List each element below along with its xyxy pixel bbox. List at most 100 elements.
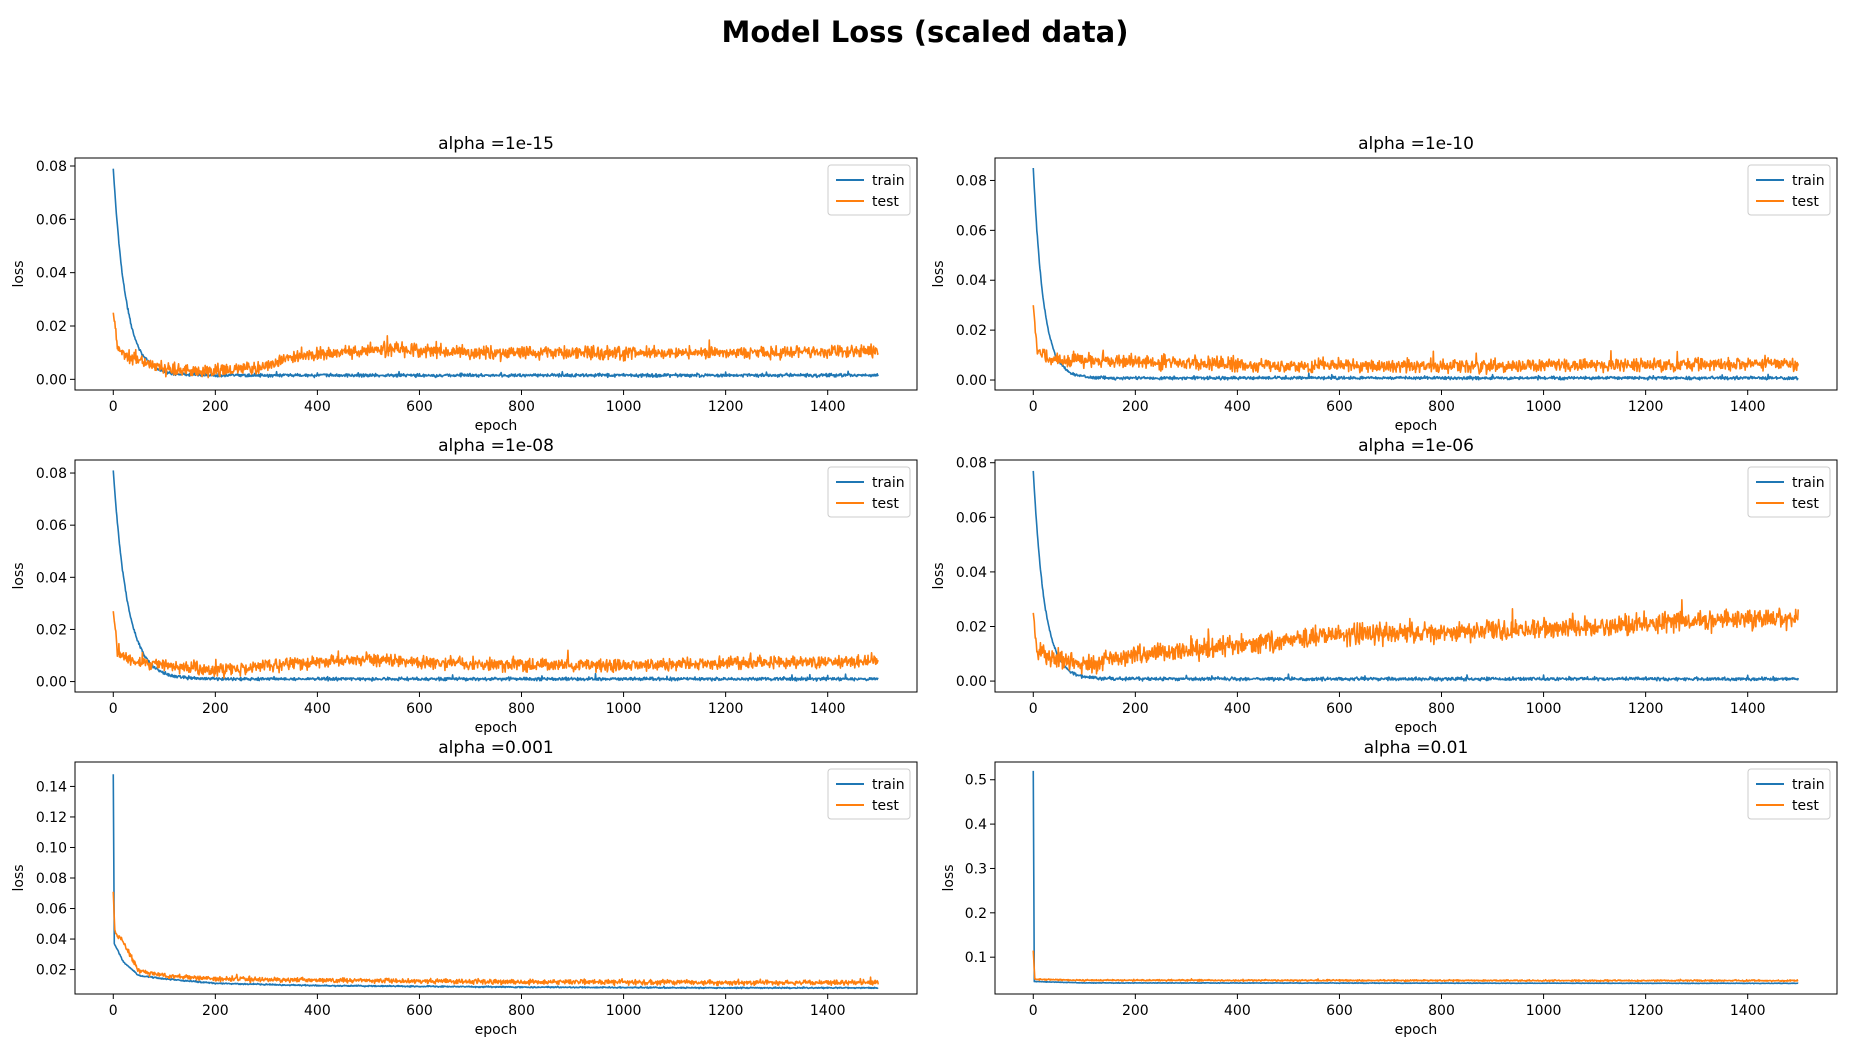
plot-area: [1032, 770, 1799, 985]
series-line-test: [112, 611, 879, 679]
legend: train test: [1747, 466, 1831, 518]
x-tick-label: 1200: [1628, 399, 1664, 415]
y-tick-label: 0.00: [36, 675, 67, 691]
x-tick-label: 1400: [810, 399, 846, 415]
legend: train test: [827, 768, 911, 820]
series-line-test: [112, 312, 879, 379]
series-line-train: [1032, 470, 1799, 682]
axes-frame: [994, 157, 1838, 391]
series-line-train: [112, 168, 879, 379]
y-tick-label: 0.02: [956, 619, 987, 635]
y-tick-label: 0.04: [956, 273, 987, 289]
x-tick-label: 200: [1122, 1003, 1149, 1019]
y-axis-label: loss: [931, 562, 947, 589]
axes-frame: [994, 459, 1838, 693]
x-tick-label: 1200: [708, 1003, 744, 1019]
x-axis-label: epoch: [1395, 1022, 1438, 1038]
legend-box: [1747, 164, 1831, 216]
x-tick-label: 1200: [1628, 701, 1664, 717]
subplot-title: alpha =1e-10: [1358, 134, 1474, 154]
x-tick-label: 1000: [606, 399, 642, 415]
x-tick-label: 1400: [1730, 701, 1766, 717]
x-tick-label: 400: [304, 1003, 331, 1019]
y-tick-label: 0.02: [36, 622, 67, 638]
y-tick-label: 0.08: [36, 159, 67, 175]
x-tick-label: 400: [1224, 399, 1251, 415]
legend-label-test: test: [1792, 496, 1819, 512]
series-line-test: [1032, 305, 1800, 376]
legend-label-train: train: [872, 475, 905, 491]
figure-title: Model Loss (scaled data): [721, 15, 1128, 49]
x-tick-label: 1000: [1526, 399, 1562, 415]
series-line-test: [1032, 950, 1799, 983]
x-tick-label: 0: [109, 701, 118, 717]
axes-frame: [994, 761, 1838, 995]
legend-box: [1747, 768, 1831, 820]
y-tick-label: 0.08: [36, 871, 67, 887]
y-tick-label: 0.1: [965, 950, 987, 966]
legend-label-test: test: [872, 798, 899, 814]
series-line-test: [112, 891, 880, 987]
x-axis-label: epoch: [1395, 720, 1438, 736]
legend-label-test: test: [1792, 194, 1819, 210]
subplot-title: alpha =1e-08: [438, 436, 554, 456]
y-tick-label: 0.04: [36, 266, 67, 282]
x-tick-label: 200: [202, 701, 229, 717]
x-tick-label: 1400: [1730, 399, 1766, 415]
y-tick-label: 0.10: [36, 840, 67, 856]
y-axis-label: loss: [941, 864, 957, 891]
legend: train test: [827, 164, 911, 216]
x-tick-label: 1000: [606, 1003, 642, 1019]
x-tick-label: 1400: [810, 701, 846, 717]
x-axis-label: epoch: [475, 720, 518, 736]
x-tick-label: 600: [1326, 701, 1353, 717]
x-tick-label: 1200: [1628, 1003, 1664, 1019]
series-line-train: [112, 774, 879, 990]
y-tick-label: 0.02: [956, 323, 987, 339]
plot-area: [112, 470, 879, 682]
x-tick-label: 1000: [606, 701, 642, 717]
subplot-title: alpha =1e-15: [438, 134, 554, 154]
legend-box: [827, 164, 911, 216]
x-tick-label: 800: [1428, 1003, 1455, 1019]
x-tick-label: 0: [109, 1003, 118, 1019]
y-tick-label: 0.00: [956, 674, 987, 690]
subplot-title: alpha =0.01: [1364, 738, 1469, 758]
y-tick-label: 0.00: [36, 372, 67, 388]
x-tick-label: 800: [1428, 399, 1455, 415]
y-tick-label: 0.02: [36, 319, 67, 335]
x-tick-label: 1200: [708, 701, 744, 717]
y-tick-label: 0.00: [956, 373, 987, 389]
y-tick-label: 0.08: [956, 173, 987, 189]
y-tick-label: 0.06: [36, 212, 67, 228]
y-tick-label: 0.06: [36, 902, 67, 918]
y-axis-label: loss: [11, 562, 27, 589]
x-tick-label: 1000: [1526, 1003, 1562, 1019]
x-tick-label: 1400: [810, 1003, 846, 1019]
axes-frame: [74, 459, 918, 693]
legend-label-train: train: [1792, 777, 1825, 793]
x-tick-label: 200: [1122, 701, 1149, 717]
y-tick-label: 0.08: [36, 466, 67, 482]
y-axis-label: loss: [11, 260, 27, 287]
legend-label-train: train: [1792, 475, 1825, 491]
legend-label-test: test: [872, 496, 899, 512]
subplot-6: alpha =0.01 0 200 400 600 800 1000 1200 1400 0.1 0…: [941, 738, 1838, 1038]
legend-box: [827, 466, 911, 518]
x-tick-label: 400: [304, 399, 331, 415]
y-tick-label: 0.14: [36, 779, 67, 795]
legend-label-train: train: [1792, 173, 1825, 189]
y-axis-label: loss: [11, 864, 27, 891]
plot-area: [112, 168, 879, 379]
x-tick-label: 600: [1326, 399, 1353, 415]
y-tick-label: 0.5: [965, 773, 987, 789]
subplot-title: alpha =0.001: [438, 738, 553, 758]
y-tick-label: 0.02: [36, 963, 67, 979]
x-tick-label: 600: [1326, 1003, 1353, 1019]
subplot-1: alpha =1e-15 0 200 400 600 800 1000 1200 1400 0.0…: [11, 134, 918, 434]
plot-area: [1032, 167, 1800, 381]
x-tick-label: 1400: [1730, 1003, 1766, 1019]
x-tick-label: 1000: [1526, 701, 1562, 717]
x-tick-label: 200: [202, 399, 229, 415]
